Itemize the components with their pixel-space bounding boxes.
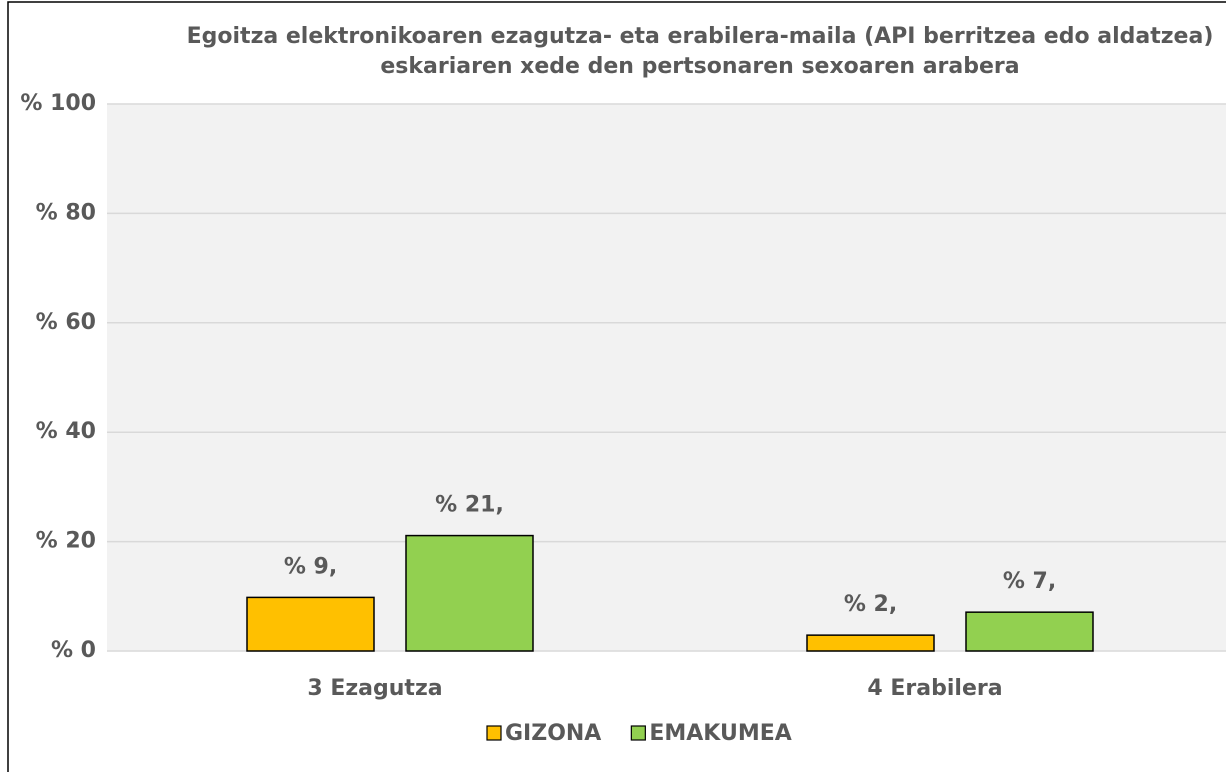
value-label: % 21, bbox=[435, 493, 504, 518]
legend-swatch bbox=[630, 725, 646, 741]
legend-label: EMAKUMEA bbox=[649, 721, 791, 746]
value-label: % 7, bbox=[1003, 569, 1056, 594]
y-tick-label: % 0 bbox=[51, 638, 96, 663]
bar bbox=[965, 611, 1094, 652]
chart-border bbox=[7, 1, 1226, 772]
y-tick-label: % 40 bbox=[36, 419, 96, 444]
value-label: % 9, bbox=[284, 554, 337, 579]
legend-label: GIZONA bbox=[505, 721, 601, 746]
bar bbox=[246, 596, 375, 652]
x-tick-label: 3 Ezagutza bbox=[307, 676, 442, 701]
y-tick-label: % 60 bbox=[36, 310, 96, 335]
value-label: % 2, bbox=[844, 592, 897, 617]
x-tick-label: 4 Erabilera bbox=[867, 676, 1002, 701]
y-tick-label: % 80 bbox=[36, 200, 96, 225]
y-tick-label: % 100 bbox=[20, 91, 96, 116]
plot-area bbox=[107, 104, 1226, 651]
y-tick-label: % 20 bbox=[36, 529, 96, 554]
bar bbox=[806, 634, 935, 652]
bar bbox=[405, 534, 534, 652]
chart-title: Egoitza elektronikoaren ezagutza- eta er… bbox=[186, 24, 1214, 79]
legend-swatch bbox=[486, 725, 502, 741]
